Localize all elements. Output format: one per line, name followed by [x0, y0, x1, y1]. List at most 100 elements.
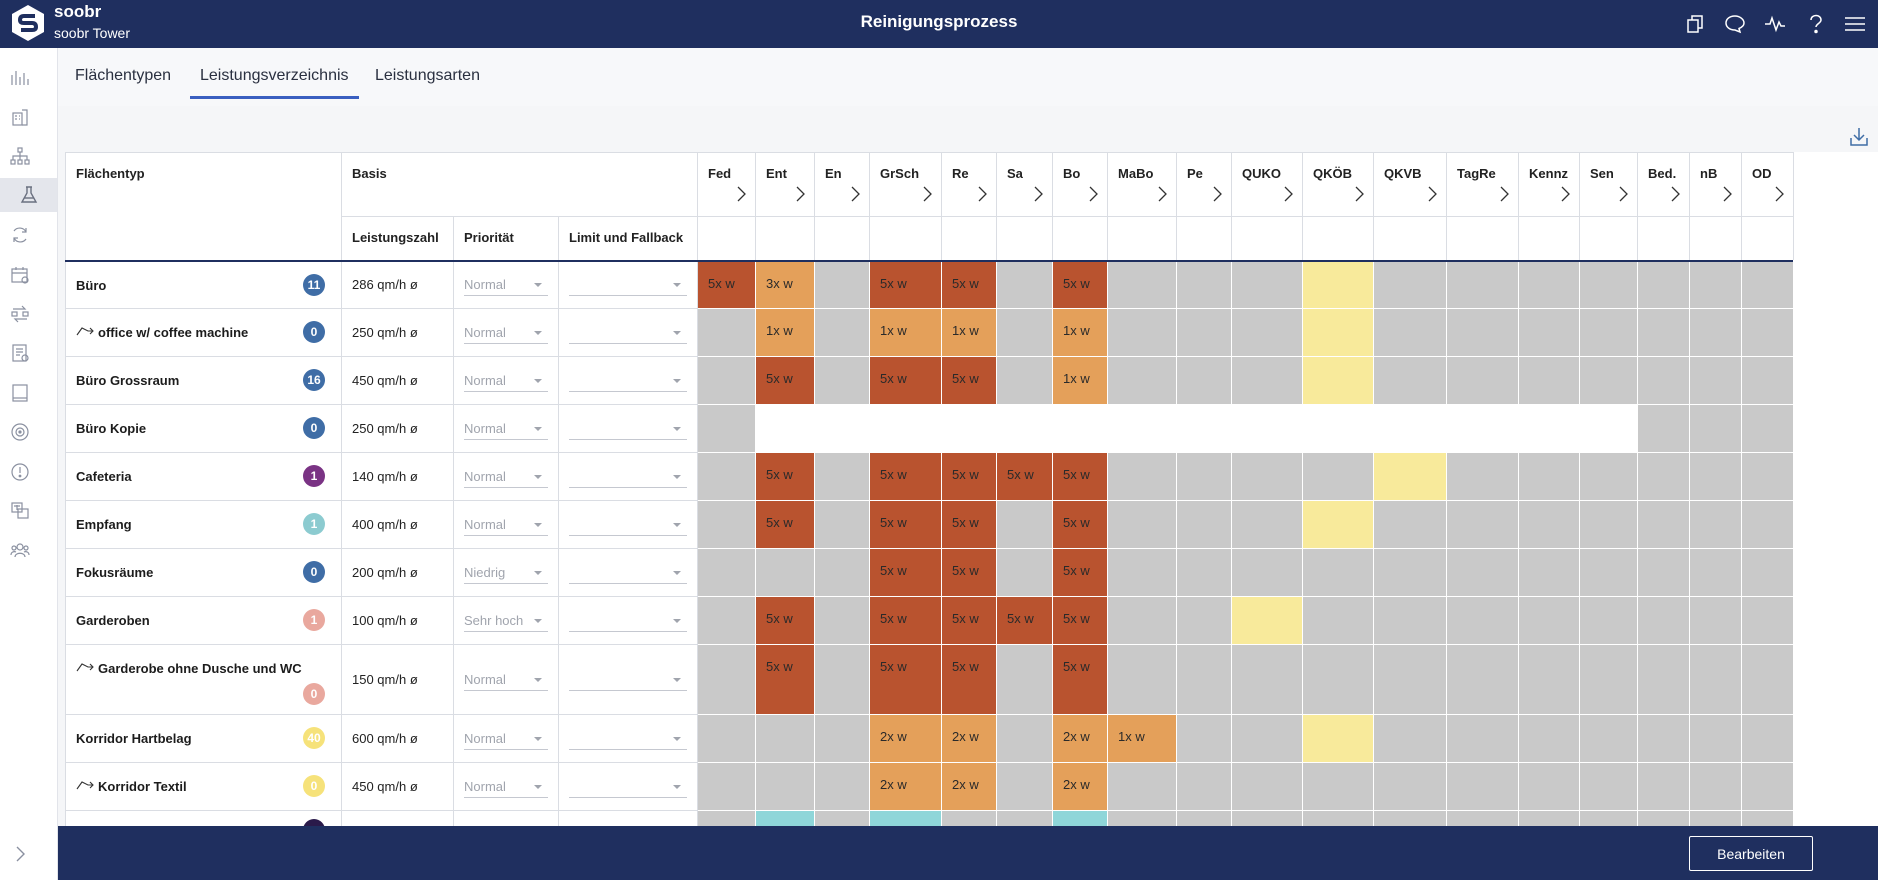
service-frequency-cell[interactable]	[1231, 452, 1304, 501]
service-column-header[interactable]: TagRe	[1446, 152, 1520, 217]
service-frequency-cell[interactable]	[1176, 810, 1233, 826]
service-frequency-cell[interactable]	[697, 452, 757, 501]
service-frequency-cell[interactable]	[1518, 714, 1581, 763]
service-frequency-cell[interactable]	[1637, 404, 1691, 453]
service-frequency-cell[interactable]: 1x w	[1052, 356, 1109, 405]
bar-chart-icon[interactable]	[7, 64, 33, 90]
service-frequency-cell[interactable]	[996, 810, 1054, 826]
service-frequency-cell[interactable]	[697, 308, 757, 357]
service-frequency-cell[interactable]	[1518, 260, 1581, 309]
service-frequency-cell[interactable]	[1518, 644, 1581, 715]
service-frequency-cell[interactable]	[1518, 404, 1581, 453]
alert-icon[interactable]	[7, 459, 33, 485]
service-frequency-cell[interactable]	[1689, 404, 1743, 453]
edit-button[interactable]: Bearbeiten	[1689, 836, 1813, 871]
service-frequency-cell[interactable]	[1689, 356, 1743, 405]
menu-icon[interactable]	[1842, 11, 1868, 37]
service-frequency-cell[interactable]	[1579, 548, 1639, 597]
service-frequency-cell[interactable]	[1741, 308, 1795, 357]
table-row[interactable]: Garderoben 1 100 qm/h ø Sehr hoch 5x w 5x w 5x…	[65, 596, 1795, 645]
service-frequency-cell[interactable]	[1689, 644, 1743, 715]
service-frequency-cell[interactable]	[996, 308, 1054, 357]
service-frequency-cell[interactable]	[755, 810, 816, 826]
service-frequency-cell[interactable]: 5x w	[755, 596, 816, 645]
table-row[interactable]: Büro Grossraum 16 450 qm/h ø Normal 5x w 5x w…	[65, 356, 1795, 405]
service-frequency-cell[interactable]	[1637, 762, 1691, 811]
tab-leistungsarten[interactable]: Leistungsarten	[375, 67, 480, 84]
service-frequency-cell[interactable]	[1741, 260, 1795, 309]
service-frequency-cell[interactable]	[1446, 452, 1520, 501]
service-column-header[interactable]: QKÖB	[1302, 152, 1375, 217]
service-frequency-cell[interactable]	[1689, 810, 1743, 826]
area-type-cell[interactable]: office w/ coffee machine 0	[65, 308, 342, 357]
service-frequency-cell[interactable]	[697, 810, 757, 826]
service-frequency-cell[interactable]	[1107, 260, 1178, 309]
service-frequency-cell[interactable]	[1373, 548, 1448, 597]
service-frequency-cell[interactable]	[697, 404, 757, 453]
service-frequency-cell[interactable]: 5x w	[941, 596, 998, 645]
chevron-right-icon[interactable]	[7, 841, 33, 867]
chevron-right-icon[interactable]	[1242, 185, 1293, 205]
service-frequency-cell[interactable]: 5x w	[1052, 644, 1109, 715]
table-row[interactable]: Büro Kopie 0 250 qm/h ø Normal	[65, 404, 1795, 453]
service-column-header[interactable]: Bed.	[1637, 152, 1691, 217]
table-row[interactable]: Cafeteria 1 140 qm/h ø Normal 5x w 5x w 5x w 5x…	[65, 452, 1795, 501]
service-column-header[interactable]: En	[814, 152, 871, 217]
service-frequency-cell[interactable]	[1446, 810, 1520, 826]
service-frequency-cell[interactable]	[1689, 762, 1743, 811]
chevron-right-icon[interactable]	[766, 185, 805, 205]
chevron-right-icon[interactable]	[1700, 185, 1732, 205]
service-frequency-cell[interactable]	[1579, 810, 1639, 826]
service-frequency-cell[interactable]	[1176, 356, 1233, 405]
service-frequency-cell[interactable]: 5x w	[869, 548, 943, 597]
service-frequency-cell[interactable]	[996, 260, 1054, 309]
service-frequency-cell[interactable]	[814, 714, 871, 763]
service-column-header[interactable]: Ent	[755, 152, 816, 217]
chevron-right-icon[interactable]	[1007, 185, 1043, 205]
service-frequency-cell[interactable]: 5x w	[1052, 260, 1109, 309]
service-frequency-cell[interactable]	[1302, 356, 1375, 405]
service-frequency-cell[interactable]	[1231, 644, 1304, 715]
service-frequency-cell[interactable]	[1052, 810, 1109, 826]
priority-select[interactable]: Normal	[464, 514, 548, 536]
table-row[interactable]: Korridor Textil 0 450 qm/h ø Normal 2x w 2x w…	[65, 762, 1795, 811]
chevron-right-icon[interactable]	[1063, 185, 1098, 205]
service-frequency-cell[interactable]	[1176, 762, 1233, 811]
service-frequency-cell[interactable]	[1689, 260, 1743, 309]
service-frequency-cell[interactable]	[1637, 548, 1691, 597]
service-frequency-cell[interactable]	[1302, 714, 1375, 763]
service-frequency-cell[interactable]	[1231, 404, 1304, 453]
service-frequency-cell[interactable]	[1637, 260, 1691, 309]
service-frequency-cell[interactable]	[814, 452, 871, 501]
service-frequency-cell[interactable]	[1518, 452, 1581, 501]
service-frequency-cell[interactable]	[1373, 500, 1448, 549]
service-frequency-cell[interactable]	[1231, 596, 1304, 645]
service-frequency-cell[interactable]	[1741, 404, 1795, 453]
chevron-right-icon[interactable]	[1590, 185, 1628, 205]
translate-icon[interactable]	[7, 498, 33, 524]
service-frequency-cell[interactable]	[755, 404, 816, 453]
service-frequency-cell[interactable]	[1373, 308, 1448, 357]
service-column-header[interactable]: QKVB	[1373, 152, 1448, 217]
service-frequency-cell[interactable]	[1302, 260, 1375, 309]
table-row[interactable]: Empfang 1 400 qm/h ø Normal 5x w 5x w 5x w 5x w	[65, 500, 1795, 549]
chevron-right-icon[interactable]	[1118, 185, 1167, 205]
service-frequency-cell[interactable]	[996, 356, 1054, 405]
priority-select[interactable]: Normal	[464, 728, 548, 750]
service-frequency-cell[interactable]: 2x w	[1052, 762, 1109, 811]
service-column-header[interactable]: QUKO	[1231, 152, 1304, 217]
service-frequency-cell[interactable]	[1689, 308, 1743, 357]
table-row[interactable]: office w/ coffee machine 0 250 qm/h ø Norma…	[65, 308, 1795, 357]
activity-icon[interactable]	[1762, 11, 1788, 37]
service-frequency-cell[interactable]	[1446, 260, 1520, 309]
service-frequency-cell[interactable]	[1689, 596, 1743, 645]
service-frequency-cell[interactable]: 5x w	[941, 260, 998, 309]
service-frequency-cell[interactable]	[869, 404, 943, 453]
service-frequency-cell[interactable]: 2x w	[869, 714, 943, 763]
area-type-cell[interactable]: Büro 11	[65, 260, 342, 309]
service-frequency-cell[interactable]	[1446, 596, 1520, 645]
service-frequency-cell[interactable]	[1107, 404, 1178, 453]
service-frequency-cell[interactable]	[996, 762, 1054, 811]
service-frequency-cell[interactable]	[1231, 714, 1304, 763]
service-frequency-cell[interactable]	[755, 714, 816, 763]
